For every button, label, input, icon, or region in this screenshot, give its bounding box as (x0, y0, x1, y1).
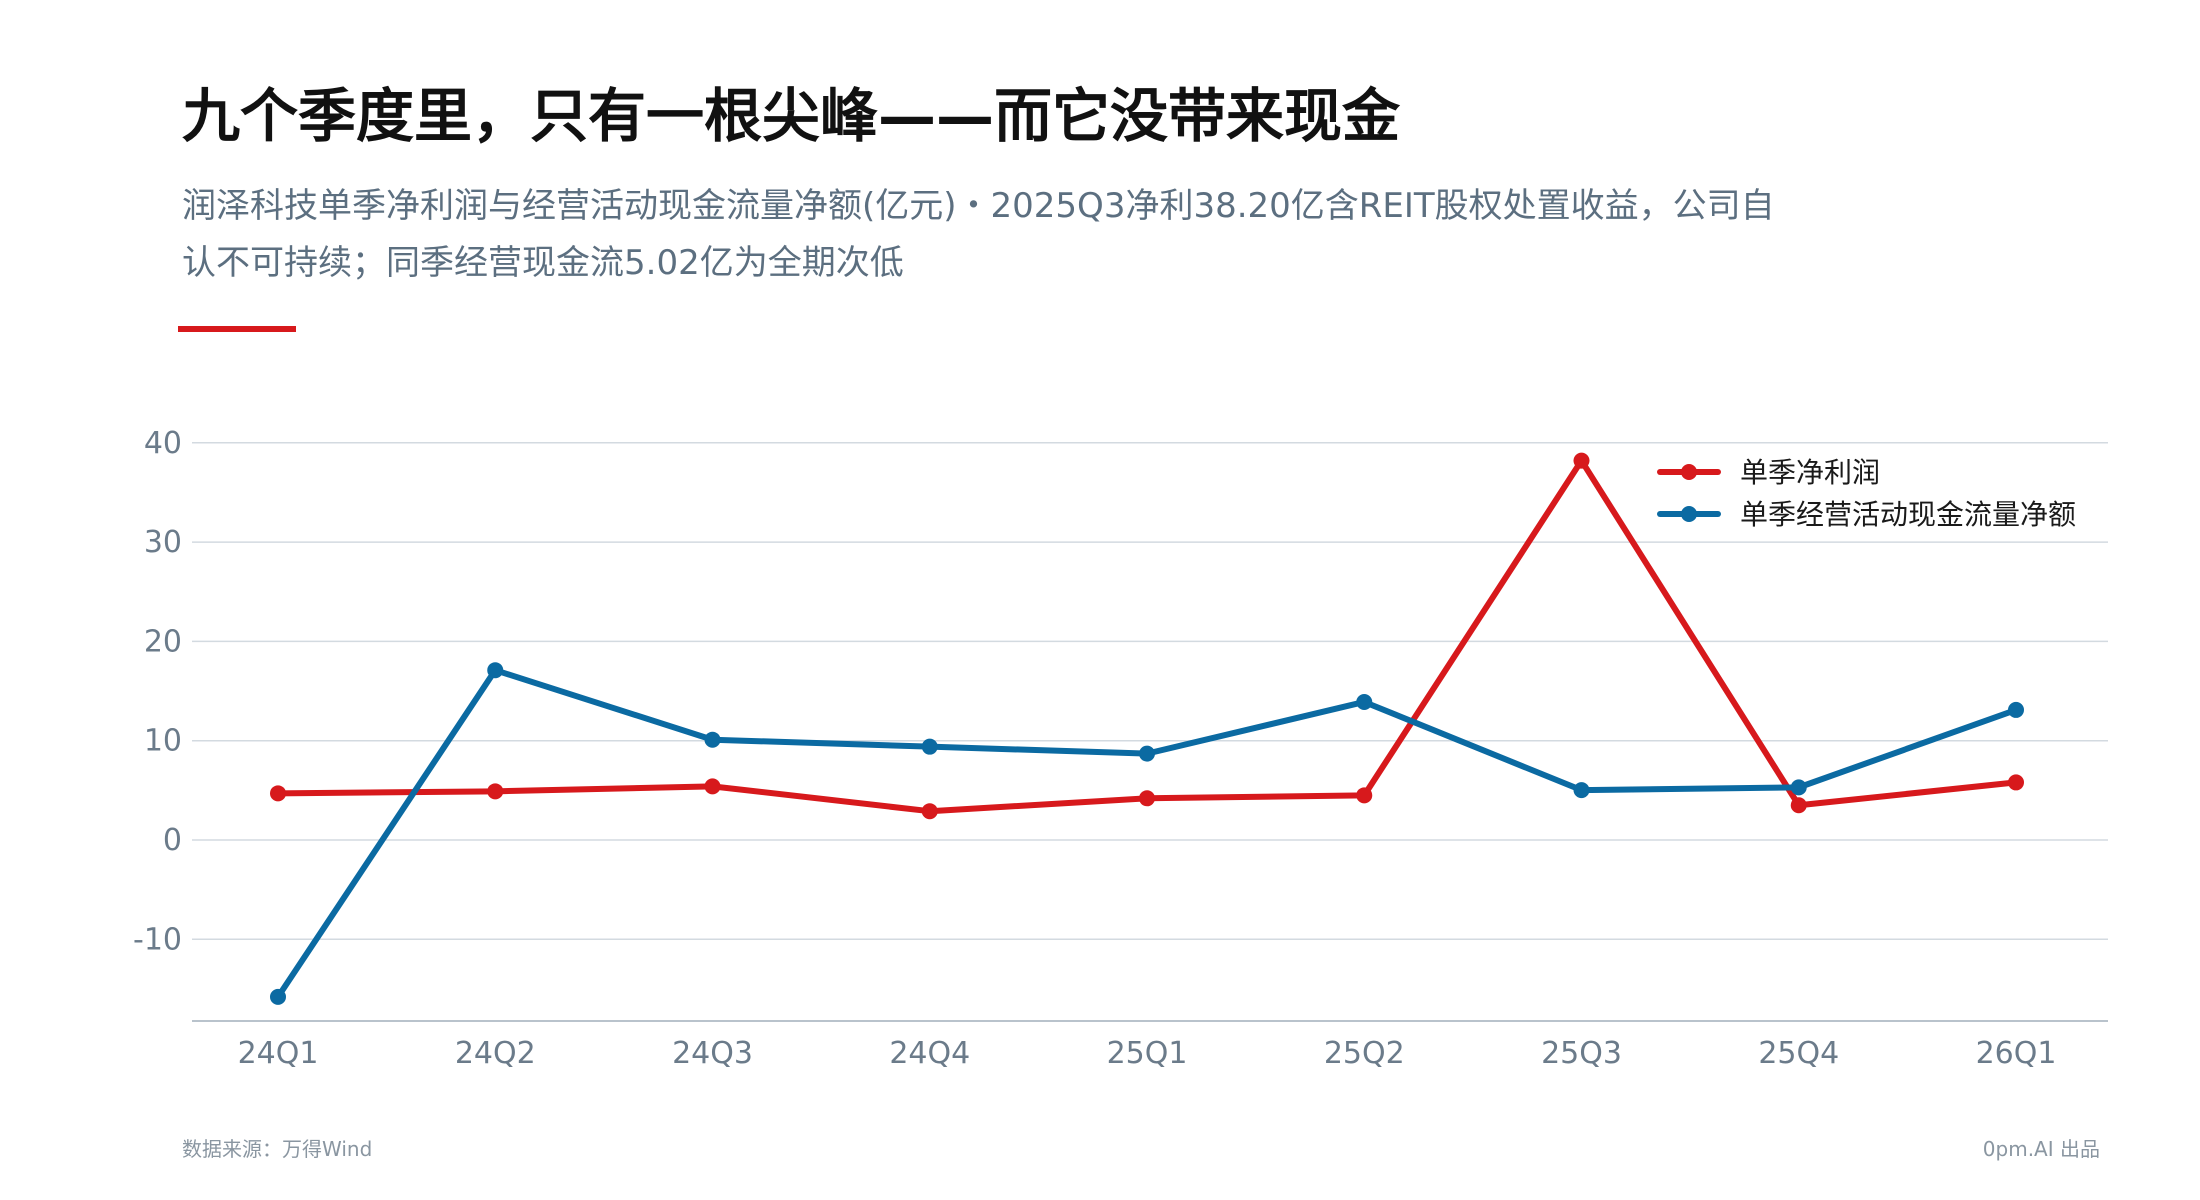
data-point-operating-cash-flow (270, 988, 286, 1005)
data-point-operating-cash-flow (704, 731, 721, 748)
gridlines (192, 442, 2108, 941)
data-point-net-profit (1139, 790, 1155, 807)
x-tick-label: 25Q1 (1107, 1036, 1188, 1071)
x-tick-label: 25Q3 (1541, 1036, 1622, 1071)
x-tick-label: 24Q4 (889, 1036, 970, 1071)
series-line-operating-cash-flow (275, 667, 2019, 1000)
data-point-net-profit (2008, 774, 2024, 791)
y-tick-label: 0 (163, 823, 182, 858)
legend-label: 单季净利润 (1740, 456, 1880, 489)
data-point-net-profit (704, 778, 721, 795)
y-tick-label: 10 (144, 724, 182, 759)
y-tick-label: -10 (133, 922, 182, 957)
x-tick-label: 24Q2 (455, 1036, 536, 1071)
data-point-operating-cash-flow (1139, 745, 1155, 762)
series-lines (270, 452, 2024, 1005)
data-point-operating-cash-flow (1356, 693, 1373, 710)
x-tick-label: 26Q1 (1976, 1036, 2057, 1071)
y-tick-label: 40 (144, 426, 182, 461)
chart-title: 九个季度里，只有一根尖峰——而它没带来现金 (182, 82, 1401, 150)
data-point-net-profit (1790, 797, 1807, 814)
data-point-net-profit (921, 803, 938, 820)
legend-label: 单季经营活动现金流量净额 (1740, 498, 2076, 531)
data-point-operating-cash-flow (1573, 782, 1590, 799)
data-point-operating-cash-flow (1790, 779, 1807, 796)
data-point-operating-cash-flow (2008, 701, 2024, 718)
x-tick-label: 25Q2 (1324, 1036, 1405, 1071)
y-tick-label: 20 (144, 624, 182, 659)
chart-subtitle: 润泽科技单季净利润与经营活动现金流量净额(亿元)・2025Q3净利38.20亿含… (182, 186, 1775, 283)
data-point-operating-cash-flow (487, 662, 504, 679)
credit: 0pm.AI 出品 (1982, 1137, 2100, 1161)
x-tick-label: 24Q3 (672, 1036, 753, 1071)
accent-rule (178, 326, 296, 332)
legend-swatch-marker (1681, 506, 1697, 522)
x-tick-label: 25Q4 (1758, 1036, 1839, 1071)
data-point-operating-cash-flow (921, 738, 938, 755)
data-point-net-profit (1573, 452, 1590, 469)
x-tick-label: 24Q1 (238, 1036, 319, 1071)
legend-swatch-marker (1681, 464, 1697, 480)
data-point-net-profit (270, 785, 286, 802)
y-tick-label: 30 (144, 525, 182, 560)
data-point-net-profit (1356, 787, 1373, 804)
axes: 40 30 20 10 0 -10 24Q1 24Q2 24Q3 24Q4 25Q1 25Q2 25Q3… (133, 426, 2108, 1071)
data-point-net-profit (487, 783, 504, 800)
source-note: 数据来源：万得Wind (182, 1137, 373, 1161)
